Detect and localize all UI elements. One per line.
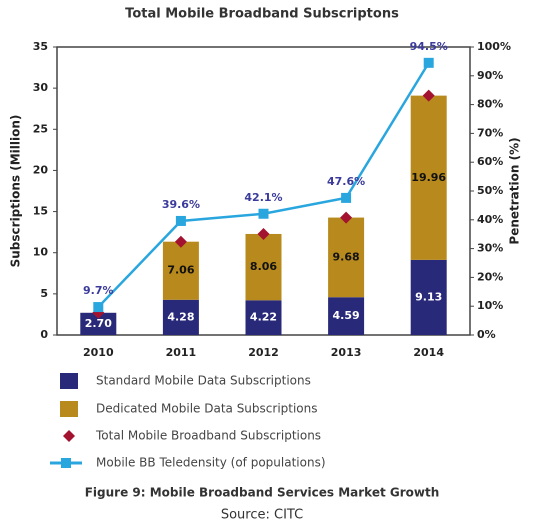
line-value-label: 94.5% [410,40,448,53]
y2-tick-label: 30% [477,242,503,255]
bar-value-label: 4.28 [167,310,194,323]
source: Source: CITC [221,508,303,523]
bar-value-label: 9.68 [333,250,360,263]
y2-tick-label: 90% [477,69,503,82]
line-marker [93,302,104,313]
bar [162,299,199,335]
bar-value-label: 4.59 [333,309,360,322]
legend-label: Mobile BB Teledensity (of populations) [96,456,326,470]
y-tick-label: 5 [40,287,48,300]
bar [245,233,282,301]
y-tick-label: 25 [33,122,48,135]
x-tick-label: 2011 [166,346,197,359]
line-value-label: 39.6% [162,198,200,211]
x-tick-label: 2012 [248,346,279,359]
bar [410,259,447,335]
legend-swatch [61,458,71,468]
total-marker [340,211,353,224]
y-tick-label: 20 [33,163,49,176]
total-marker [257,227,270,240]
bar [328,217,365,298]
y2-tick-label: 0% [477,328,496,341]
legend-label: Total Mobile Broadband Subscriptions [95,429,321,443]
bar-value-label: 7.06 [167,264,194,277]
bar-value-label: 2.70 [85,317,112,330]
y-tick-label: 30 [33,81,49,94]
bar-value-label: 19.96 [411,171,446,184]
bar [245,300,282,335]
bar [162,241,199,300]
line-marker [341,192,352,203]
legend-label: Standard Mobile Data Subscriptions [96,374,311,388]
x-tick-label: 2010 [83,346,114,359]
y2-tick-label: 50% [477,184,503,197]
legend-swatch [60,401,78,417]
bar-value-label: 8.06 [250,260,277,273]
x-tick-label: 2013 [331,346,362,359]
y2-axis-label: Penetration (%) [508,137,522,244]
caption: Figure 9: Mobile Broadband Services Mark… [85,486,440,500]
bar [328,297,365,335]
y2-tick-label: 40% [477,213,503,226]
y2-tick-label: 20% [477,270,503,283]
total-marker [422,89,435,102]
bar-value-label: 4.22 [250,311,277,324]
y-tick-label: 0 [40,328,48,341]
bar [80,312,117,335]
line-marker [175,215,186,226]
line-value-label: 9.7% [83,284,114,297]
y2-tick-label: 100% [477,40,511,53]
y-axis-label: Subscriptions (Million) [9,115,23,268]
y2-tick-label: 60% [477,155,503,168]
y2-tick-label: 10% [477,299,503,312]
bar [410,95,447,260]
x-tick-label: 2014 [413,346,444,359]
legend-swatch [60,373,78,389]
line-value-label: 42.1% [244,191,282,204]
y2-tick-label: 80% [477,98,503,111]
y-tick-label: 35 [33,40,48,53]
y-tick-label: 15 [33,205,48,218]
line-value-label: 47.6% [327,175,365,188]
total-marker [174,235,187,248]
chart-title: Total Mobile Broadband Subscriptons [125,7,399,22]
y2-tick-label: 70% [477,126,503,139]
line-marker [423,57,434,68]
legend-swatch [63,430,75,442]
bar-value-label: 9.13 [415,290,442,303]
line-marker [258,208,269,219]
legend-label: Dedicated Mobile Data Subscriptions [96,402,318,416]
y-tick-label: 10 [33,246,49,259]
